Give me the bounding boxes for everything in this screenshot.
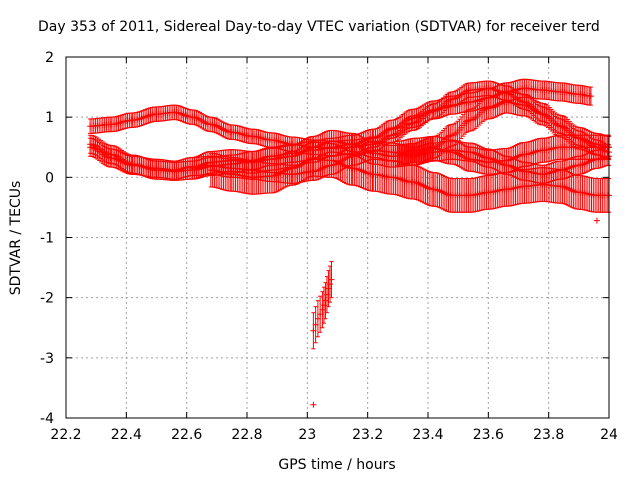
series-group [207, 141, 612, 213]
data-points-layer [87, 78, 612, 408]
data-point-marker [587, 93, 594, 100]
